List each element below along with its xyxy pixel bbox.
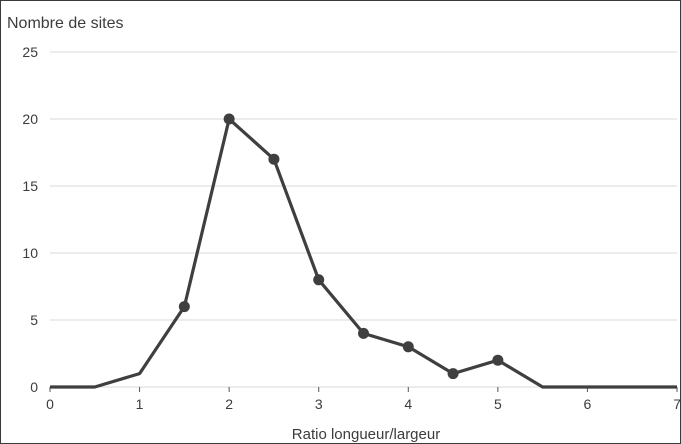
x-tick-label: 5 [494, 396, 502, 412]
x-tick-label: 3 [315, 396, 323, 412]
y-tick-label: 0 [30, 379, 38, 395]
x-tick-label: 6 [584, 396, 592, 412]
data-point [313, 274, 325, 286]
data-point [178, 301, 190, 313]
data-point [492, 354, 504, 366]
series-markers [178, 113, 504, 380]
data-point [268, 153, 280, 165]
x-tick-labels: 0 1 2 3 4 5 6 7 [46, 387, 681, 412]
data-point [223, 113, 235, 125]
x-tick-label: 2 [225, 396, 233, 412]
data-point [447, 368, 459, 380]
x-axis-label: Ratio longueur/largeur [292, 426, 440, 443]
y-tick-label: 15 [22, 178, 38, 194]
x-tick-label: 7 [673, 396, 681, 412]
x-tick-label: 4 [404, 396, 412, 412]
y-tick-label: 5 [30, 312, 38, 328]
data-point [402, 341, 414, 353]
x-tick-label: 0 [46, 396, 54, 412]
y-tick-label: 10 [22, 245, 38, 261]
y-tick-label: 25 [22, 44, 38, 60]
x-tick-label: 1 [136, 396, 144, 412]
y-axis-label: Nombre de sites [7, 15, 124, 32]
y-tick-labels: 0 5 10 15 20 25 [22, 44, 38, 395]
data-point [358, 327, 369, 339]
y-tick-label: 20 [22, 111, 38, 127]
